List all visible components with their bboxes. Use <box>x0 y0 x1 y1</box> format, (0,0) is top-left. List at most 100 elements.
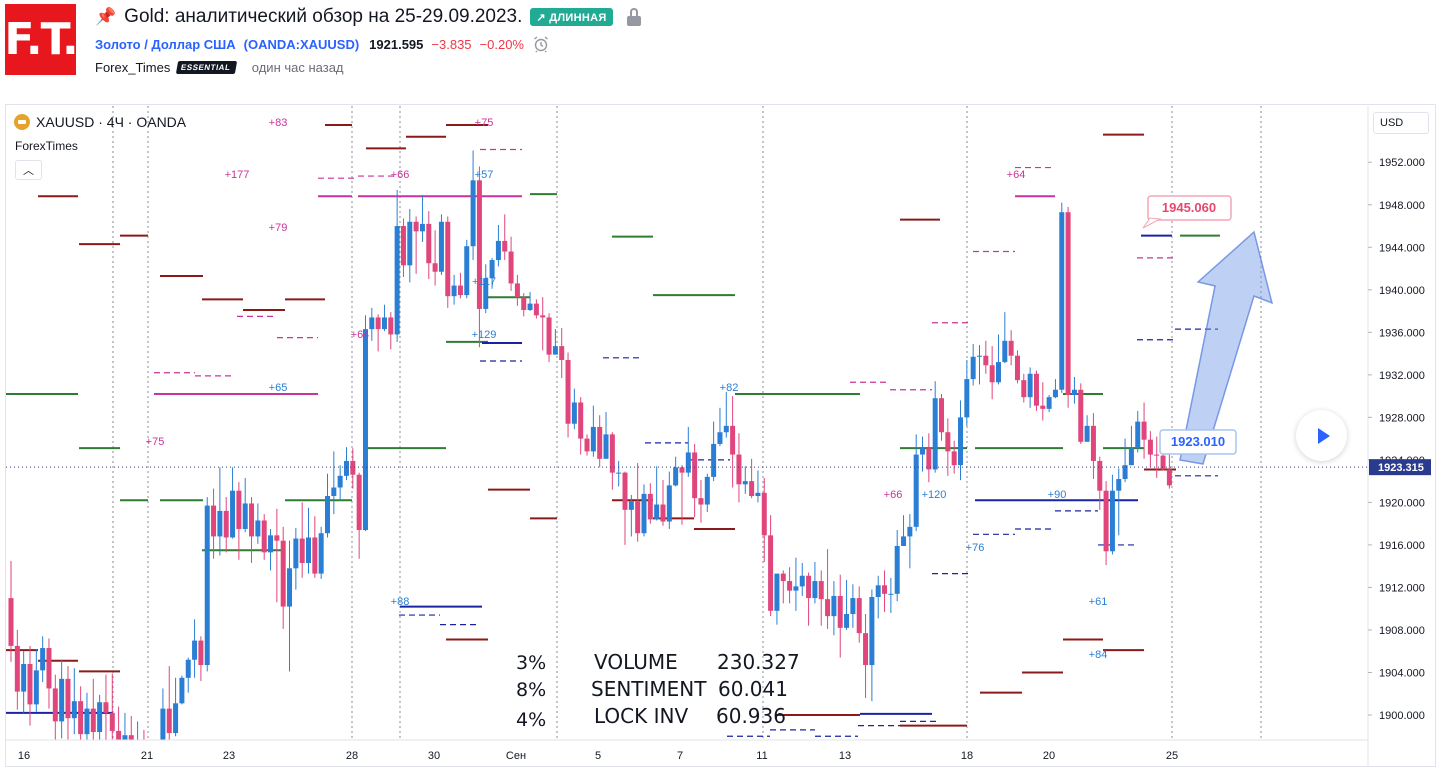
candle-body <box>723 425 729 433</box>
candle-body <box>926 448 932 470</box>
candle-body <box>495 240 501 261</box>
volume-label: +75 <box>146 436 165 448</box>
candle-body <box>261 520 267 553</box>
candle-body <box>375 317 381 330</box>
candle-body <box>369 317 375 330</box>
y-tick-label: 1948.000 <box>1379 200 1425 212</box>
stat-lockinv-pct: 4% <box>516 709 547 731</box>
candle-body <box>989 365 995 383</box>
candle-body <box>894 545 900 594</box>
candle-body <box>1160 455 1166 470</box>
candle-body <box>584 438 590 452</box>
volume-label: +90 <box>1048 489 1067 501</box>
candle-body <box>825 599 831 617</box>
candle-body <box>204 505 210 666</box>
chart-legend[interactable]: XAUUSD · 4Ч · OANDA <box>14 114 186 130</box>
candle-body <box>135 746 140 761</box>
candle-body <box>964 379 970 418</box>
candle-body <box>628 501 634 510</box>
instrument-name-link[interactable]: Золото / Доллар США <box>95 36 236 52</box>
candle-body <box>850 598 856 615</box>
x-tick-label: 7 <box>677 750 683 762</box>
x-tick-label: 30 <box>428 750 440 762</box>
stat-lockinv-label: LOCK INV <box>594 704 689 728</box>
author-logo[interactable]: F.T. <box>4 4 79 75</box>
candle-body <box>976 355 982 357</box>
candle-body <box>1141 421 1147 440</box>
candle-body <box>1071 389 1077 396</box>
candle-body <box>103 702 109 713</box>
stat-sentiment-label: SENTIMENT <box>591 677 707 701</box>
candle-body <box>1103 490 1109 552</box>
candle-body <box>692 452 698 499</box>
y-tick-label: 1920.000 <box>1379 497 1425 509</box>
collapse-legend-button[interactable]: ︿ <box>15 160 42 180</box>
candle-body <box>508 251 514 284</box>
chevron-up-icon: ︿ <box>23 165 34 177</box>
candle-body <box>806 575 812 599</box>
candle-body <box>1065 212 1071 396</box>
candle-body <box>8 598 14 646</box>
candle-body <box>337 475 343 488</box>
candle-body <box>1014 355 1020 381</box>
volume-label: +75 <box>475 117 494 129</box>
candle-body <box>913 454 919 527</box>
author-name[interactable]: Forex_Times <box>95 59 171 75</box>
candle-body <box>882 585 888 594</box>
candle-body <box>559 346 565 360</box>
current-price-tag-label: 1923.315 <box>1378 462 1424 474</box>
candle-body <box>470 180 476 247</box>
y-tick-label: 1936.000 <box>1379 327 1425 339</box>
candle-body <box>84 708 90 735</box>
candle-body <box>654 504 660 520</box>
candle-body <box>863 633 869 666</box>
candle-body <box>312 537 318 574</box>
candle-body <box>958 417 963 466</box>
candle-body <box>362 329 368 531</box>
candle-body <box>166 708 172 734</box>
alarm-clock-icon[interactable] <box>532 35 550 53</box>
candle-body <box>1021 380 1027 398</box>
candle-body <box>413 221 419 232</box>
candle-body <box>249 503 255 537</box>
candle-body <box>565 359 571 424</box>
candle-body <box>793 586 799 591</box>
play-replay-button[interactable] <box>1296 410 1347 461</box>
candle-body <box>571 402 577 424</box>
candle-body <box>603 434 609 459</box>
candle-body <box>223 510 229 538</box>
candle-body <box>457 285 463 296</box>
candle-body <box>21 663 27 692</box>
candle-body <box>609 434 615 473</box>
currency-button[interactable]: USD <box>1373 112 1429 134</box>
y-tick-label: 1944.000 <box>1379 242 1425 254</box>
pin-icon: 📌 <box>95 7 117 26</box>
instrument-ticker-link[interactable]: (OANDA:XAUUSD) <box>243 36 360 52</box>
y-tick-label: 1912.000 <box>1379 582 1425 594</box>
candle-body <box>635 501 641 534</box>
candle-body <box>1154 454 1160 456</box>
candle-body <box>622 472 628 510</box>
candle-body <box>590 426 596 452</box>
target-price-label: 1945.060 <box>1162 200 1216 215</box>
candle-body <box>306 537 312 563</box>
candle-body <box>90 708 96 733</box>
candle-body <box>799 575 805 587</box>
gold-symbol-icon <box>14 114 30 130</box>
candle-body <box>331 487 337 497</box>
candle-body <box>597 426 603 459</box>
indicator-name[interactable]: ForexTimes <box>15 139 78 153</box>
candle-body <box>616 472 622 474</box>
candle-body <box>148 763 153 776</box>
candle-body <box>173 703 179 734</box>
candle-body <box>774 573 780 611</box>
candle-body <box>685 452 691 473</box>
stat-volume-pct: 3% <box>516 652 547 674</box>
chart-frame[interactable] <box>5 104 1436 767</box>
candle-body <box>1090 425 1096 461</box>
candle-body <box>995 362 1001 383</box>
candle-body <box>920 448 926 455</box>
candle-body <box>400 226 406 266</box>
candle-body <box>768 535 774 611</box>
